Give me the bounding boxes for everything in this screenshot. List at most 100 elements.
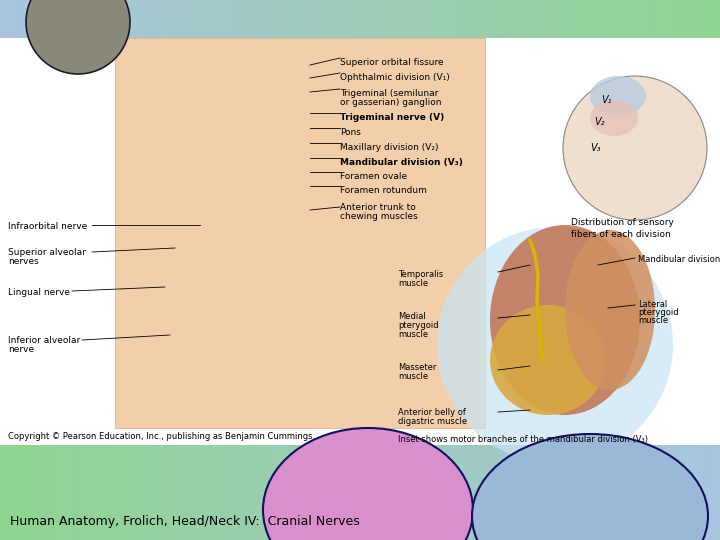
- Bar: [324, 445, 331, 540]
- Ellipse shape: [472, 434, 708, 540]
- Bar: [396, 0, 403, 38]
- Bar: [552, 445, 559, 540]
- Bar: [378, 445, 385, 540]
- Bar: [594, 0, 601, 38]
- Bar: [450, 445, 457, 540]
- Bar: [168, 0, 175, 38]
- Bar: [108, 445, 115, 540]
- Bar: [378, 0, 385, 38]
- Bar: [582, 0, 589, 38]
- Bar: [156, 445, 163, 540]
- Bar: [528, 445, 535, 540]
- Bar: [0, 0, 7, 38]
- Ellipse shape: [263, 428, 473, 540]
- Bar: [312, 0, 319, 38]
- Bar: [408, 0, 415, 38]
- Ellipse shape: [490, 305, 606, 415]
- Bar: [588, 0, 595, 38]
- Text: Masseter: Masseter: [398, 363, 436, 372]
- Bar: [96, 445, 103, 540]
- Text: nerves: nerves: [8, 257, 39, 266]
- Bar: [54, 445, 61, 540]
- Bar: [18, 0, 25, 38]
- Bar: [564, 445, 571, 540]
- Bar: [708, 0, 715, 38]
- Bar: [306, 0, 313, 38]
- Bar: [594, 445, 601, 540]
- Bar: [318, 0, 325, 38]
- Text: Superior alveolar: Superior alveolar: [8, 248, 86, 257]
- Bar: [132, 0, 139, 38]
- Bar: [306, 445, 313, 540]
- Text: Lateral: Lateral: [638, 300, 667, 309]
- Bar: [486, 0, 493, 38]
- Bar: [258, 0, 265, 38]
- Bar: [270, 445, 277, 540]
- Bar: [642, 0, 649, 38]
- Bar: [300, 445, 307, 540]
- Bar: [192, 0, 199, 38]
- Bar: [630, 0, 637, 38]
- Bar: [216, 445, 223, 540]
- Bar: [714, 0, 720, 38]
- Bar: [612, 445, 619, 540]
- Bar: [540, 445, 547, 540]
- Text: Anterior trunk to: Anterior trunk to: [340, 203, 415, 212]
- Bar: [234, 445, 241, 540]
- Text: muscle: muscle: [638, 316, 668, 325]
- Bar: [600, 445, 607, 540]
- Bar: [6, 445, 13, 540]
- Bar: [504, 0, 511, 38]
- Bar: [228, 0, 235, 38]
- Bar: [480, 0, 487, 38]
- Bar: [90, 0, 97, 38]
- Text: Lingual nerve: Lingual nerve: [8, 288, 70, 297]
- Bar: [90, 445, 97, 540]
- Bar: [180, 445, 187, 540]
- Bar: [120, 0, 127, 38]
- Bar: [546, 0, 553, 38]
- Bar: [420, 0, 427, 38]
- Bar: [648, 0, 655, 38]
- Bar: [150, 445, 157, 540]
- Bar: [558, 445, 565, 540]
- Bar: [444, 0, 451, 38]
- Bar: [672, 0, 679, 38]
- Bar: [228, 445, 235, 540]
- Text: V₁: V₁: [601, 95, 611, 105]
- Bar: [690, 445, 697, 540]
- Text: Infraorbital nerve: Infraorbital nerve: [8, 222, 87, 231]
- Bar: [714, 445, 720, 540]
- Bar: [138, 0, 145, 38]
- Text: Mandibular division (V₃): Mandibular division (V₃): [638, 255, 720, 264]
- Bar: [114, 445, 121, 540]
- Bar: [174, 445, 181, 540]
- Bar: [462, 445, 469, 540]
- Bar: [240, 0, 247, 38]
- Bar: [318, 445, 325, 540]
- Bar: [636, 445, 643, 540]
- Bar: [84, 0, 91, 38]
- Bar: [270, 0, 277, 38]
- Bar: [444, 445, 451, 540]
- Bar: [702, 445, 709, 540]
- Bar: [204, 445, 211, 540]
- Text: Human Anatomy, Frolich, Head/Neck IV:  Cranial Nerves: Human Anatomy, Frolich, Head/Neck IV: Cr…: [10, 515, 360, 528]
- Bar: [654, 0, 661, 38]
- Bar: [150, 0, 157, 38]
- Bar: [126, 445, 133, 540]
- Bar: [606, 445, 613, 540]
- Bar: [204, 0, 211, 38]
- Bar: [492, 445, 499, 540]
- Bar: [264, 445, 271, 540]
- Bar: [336, 0, 343, 38]
- Bar: [690, 0, 697, 38]
- Bar: [294, 445, 301, 540]
- Bar: [282, 445, 289, 540]
- Bar: [138, 445, 145, 540]
- Bar: [216, 0, 223, 38]
- Bar: [450, 0, 457, 38]
- Bar: [36, 0, 43, 38]
- Bar: [60, 0, 67, 38]
- Bar: [108, 0, 115, 38]
